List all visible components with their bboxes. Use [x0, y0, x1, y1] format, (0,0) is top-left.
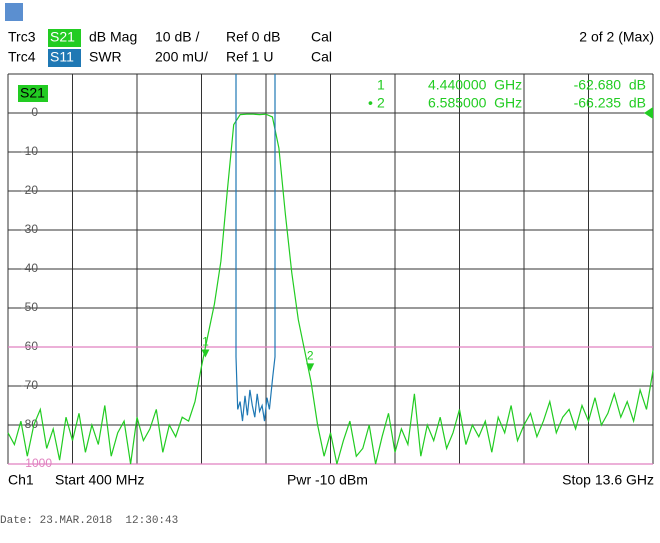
cal: Cal	[311, 29, 332, 45]
y-tick-label: -30	[21, 222, 39, 236]
plot-label: S21	[20, 85, 45, 101]
trace-line	[235, 74, 276, 422]
date: Date: 23.MAR.2018 12:30:43	[0, 515, 178, 527]
y-tick-label: -80	[21, 417, 39, 431]
scale: 200 mU/	[155, 49, 208, 65]
stop-freq: Stop 13.6 GHz	[562, 472, 654, 488]
param-box	[48, 29, 81, 47]
marker	[306, 363, 315, 372]
marker	[201, 349, 210, 358]
scale: 10 dB /	[155, 29, 199, 45]
marker-number: 2	[377, 95, 385, 111]
logo	[5, 3, 23, 21]
limit-label: 1000	[25, 456, 52, 470]
marker-value: -62.680 dB	[574, 77, 646, 93]
param-box	[48, 49, 81, 67]
plot-label-box	[18, 85, 48, 102]
y-tick-label: -40	[21, 261, 39, 275]
param: S21	[50, 29, 75, 45]
ref: Ref 1 U	[226, 49, 273, 65]
marker-number: 1	[377, 77, 385, 93]
y-tick-label: 0	[31, 105, 38, 119]
format: SWR	[89, 49, 122, 65]
ref-marker	[644, 107, 653, 119]
marker-x: 6.585000 GHz	[428, 95, 522, 111]
cal: Cal	[311, 49, 332, 65]
marker-label: 2	[307, 348, 314, 362]
trace-name: Trc4	[8, 49, 36, 65]
y-tick-label: -50	[21, 300, 39, 314]
marker-label: 1	[202, 335, 209, 349]
y-tick-label: -60	[21, 339, 39, 353]
y-tick-label: -20	[21, 183, 39, 197]
power: Pwr -10 dBm	[287, 472, 368, 488]
y-tick-label: -70	[21, 378, 39, 392]
marker-value: -66.235 dB	[574, 95, 646, 111]
trace-line	[7, 113, 654, 465]
page-indicator: 2 of 2 (Max)	[579, 29, 654, 45]
trace-name: Trc3	[8, 29, 36, 45]
format: dB Mag	[89, 29, 137, 45]
marker-active: •	[368, 95, 373, 111]
param: S11	[50, 49, 74, 65]
ref: Ref 0 dB	[226, 29, 280, 45]
marker-x: 4.440000 GHz	[428, 77, 522, 93]
y-tick-label: -10	[21, 144, 39, 158]
start-freq: Start 400 MHz	[55, 472, 144, 488]
channel: Ch1	[8, 472, 34, 488]
